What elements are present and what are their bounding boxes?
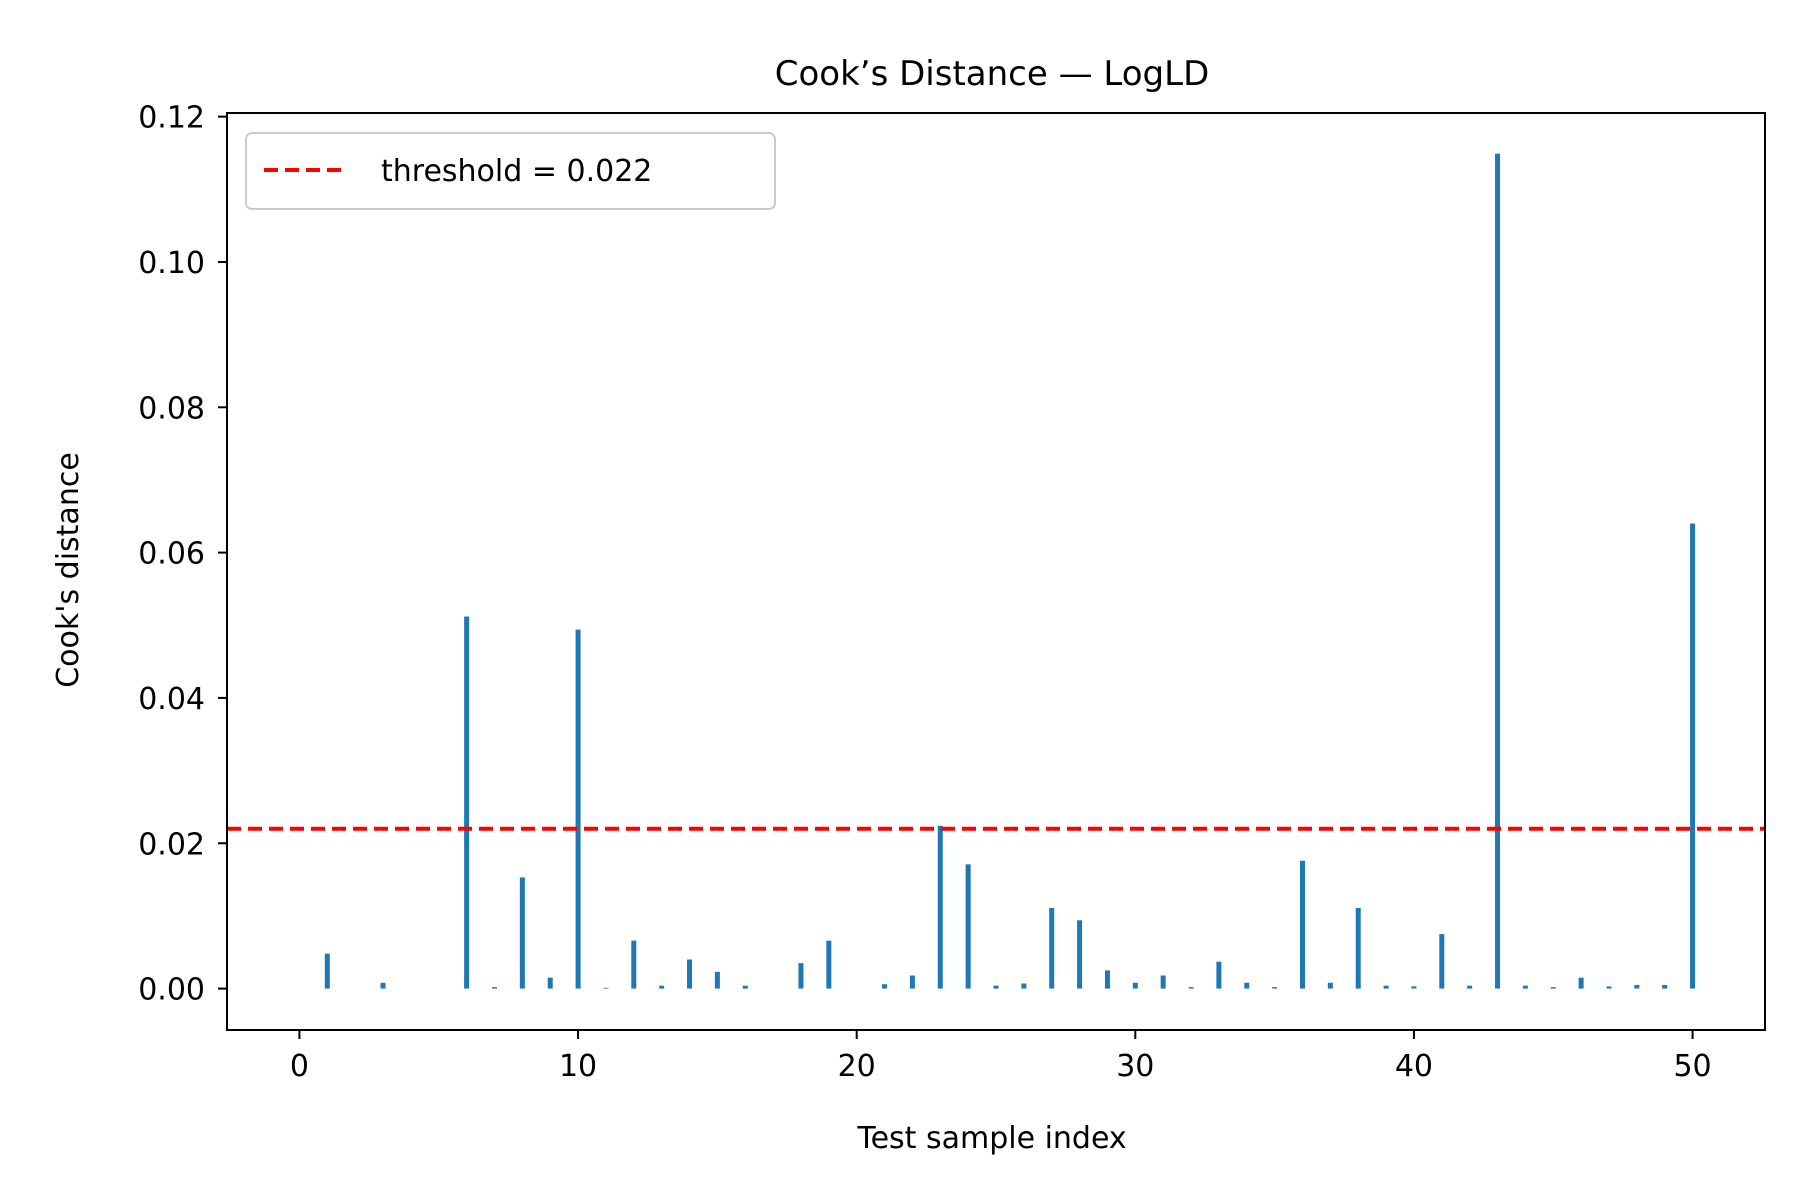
y-axis-label: Cook's distance bbox=[51, 452, 86, 688]
bar-49 bbox=[1662, 984, 1668, 989]
bar-44 bbox=[1522, 985, 1528, 989]
bar-48 bbox=[1634, 984, 1640, 989]
bar-13 bbox=[659, 985, 665, 989]
bar-43 bbox=[1495, 153, 1501, 989]
bar-6 bbox=[464, 616, 470, 989]
x-axis-label: Test sample index bbox=[856, 1121, 1126, 1156]
bar-40 bbox=[1411, 986, 1417, 989]
bars-layer bbox=[324, 153, 1696, 989]
bar-33 bbox=[1216, 961, 1222, 989]
bar-25 bbox=[993, 985, 999, 989]
y-tick-label-4: 0.08 bbox=[138, 391, 205, 426]
bar-45 bbox=[1550, 987, 1556, 989]
y-tick-label-5: 0.10 bbox=[138, 246, 205, 281]
bar-42 bbox=[1467, 985, 1473, 989]
bar-23 bbox=[937, 825, 943, 989]
bar-10 bbox=[575, 629, 581, 989]
chart-title: Cook’s Distance — LogLD bbox=[775, 54, 1210, 94]
y-tick-label-2: 0.04 bbox=[138, 682, 205, 717]
bar-3 bbox=[380, 982, 386, 989]
bar-14 bbox=[687, 959, 693, 989]
bar-16 bbox=[742, 985, 748, 989]
bar-21 bbox=[882, 984, 888, 989]
x-tick-label-10: 10 bbox=[559, 1049, 597, 1084]
x-tick-label-0: 0 bbox=[290, 1049, 309, 1084]
bar-36 bbox=[1299, 860, 1305, 989]
bar-30 bbox=[1132, 982, 1138, 989]
bar-18 bbox=[798, 963, 804, 989]
legend-box bbox=[245, 132, 776, 210]
bar-50 bbox=[1690, 523, 1696, 989]
bar-46 bbox=[1578, 977, 1584, 989]
bar-26 bbox=[1021, 983, 1027, 989]
x-tick-label-20: 20 bbox=[838, 1049, 876, 1084]
bar-38 bbox=[1355, 907, 1361, 989]
bar-27 bbox=[1049, 907, 1055, 989]
bar-37 bbox=[1327, 982, 1333, 989]
bar-19 bbox=[826, 940, 832, 989]
y-tick-label-1: 0.02 bbox=[138, 827, 205, 862]
bar-9 bbox=[547, 977, 553, 989]
bar-32 bbox=[1188, 987, 1194, 989]
bar-39 bbox=[1383, 985, 1389, 989]
bar-35 bbox=[1272, 987, 1278, 989]
bar-29 bbox=[1104, 970, 1110, 989]
bar-24 bbox=[965, 864, 971, 989]
plot-frame bbox=[226, 112, 1766, 1031]
x-tick-label-30: 30 bbox=[1116, 1049, 1154, 1084]
bar-7 bbox=[491, 987, 497, 989]
bar-34 bbox=[1244, 982, 1250, 989]
x-tick-label-50: 50 bbox=[1673, 1049, 1711, 1084]
bar-41 bbox=[1439, 934, 1445, 989]
bar-11 bbox=[603, 987, 609, 989]
axes-layer: 0 10 20 30 40 50 0.00 0.02 0.04 0.06 0.08 0.10 0.12 bbox=[138, 101, 1766, 1084]
y-tick-label-3: 0.06 bbox=[138, 537, 205, 572]
bar-1 bbox=[324, 953, 330, 989]
y-tick-label-6: 0.12 bbox=[138, 101, 205, 136]
bar-31 bbox=[1160, 975, 1166, 989]
y-tick-label-0: 0.00 bbox=[138, 973, 205, 1008]
legend: threshold = 0.022 bbox=[245, 132, 776, 210]
bar-12 bbox=[631, 940, 637, 989]
bar-22 bbox=[909, 975, 915, 989]
legend-threshold-label: threshold = 0.022 bbox=[381, 154, 652, 189]
bar-8 bbox=[519, 877, 525, 989]
bar-47 bbox=[1606, 986, 1612, 989]
bar-28 bbox=[1077, 920, 1083, 989]
bar-15 bbox=[714, 971, 720, 989]
x-tick-label-40: 40 bbox=[1395, 1049, 1433, 1084]
